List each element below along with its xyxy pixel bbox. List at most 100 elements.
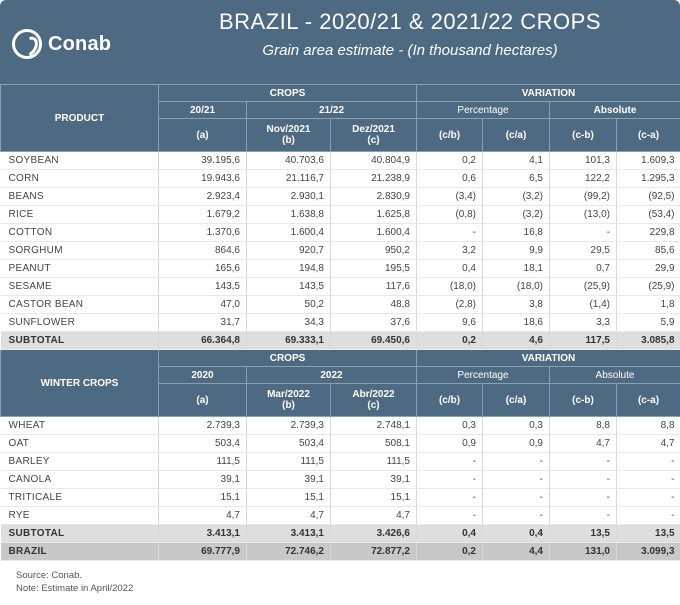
cell-a: 111,5	[158, 452, 247, 471]
cell-acb: -	[549, 223, 617, 242]
cell-b: 194,8	[246, 259, 331, 278]
table-row: RYE 4,7 4,7 4,7- - - -	[0, 506, 680, 525]
absolute-header: Absolute	[548, 101, 680, 119]
cell-pcb: -	[416, 488, 483, 507]
cell-pcb: 9,6	[416, 313, 483, 332]
winter-col-a-header: (a)	[158, 383, 247, 417]
table-row: CANOLA 39,1 39,1 39,1- - - -	[0, 470, 680, 489]
col-cma-header: (c-a)	[615, 118, 680, 152]
cell-b: 4,7	[246, 506, 331, 525]
col-cb-header: (c/b)	[416, 118, 483, 152]
cell-a: 69.777,9	[158, 542, 247, 561]
product-column-header: PRODUCT	[0, 84, 159, 152]
cell-acb: (99,2)	[549, 187, 617, 206]
summer-subtotal-row: SUBTOTAL 66.364,8 69.333,1 69.450,6 0,2 4,6 11…	[0, 331, 680, 350]
cell-a: 66.364,8	[158, 331, 247, 350]
cell-pca: 18,6	[482, 313, 550, 332]
estimate-note: Note: Estimate in April/2022	[16, 583, 134, 594]
cell-pcb: 0,4	[416, 259, 483, 278]
cell-name: BARLEY	[0, 452, 159, 471]
cell-pca: -	[482, 506, 550, 525]
winter-col-cmb-header: (c-b)	[549, 383, 617, 417]
cell-aca: 229,8	[615, 223, 680, 242]
cell-pcb: (18,0)	[416, 277, 483, 296]
cell-b: 69.333,1	[246, 331, 331, 350]
crops-group-header: CROPS	[158, 84, 417, 102]
cell-a: 2.923,4	[158, 187, 247, 206]
cell-b: 50,2	[246, 295, 331, 314]
cell-pca: 4,6	[482, 331, 550, 350]
cell-aca: -	[615, 488, 680, 507]
cell-a: 143,5	[158, 277, 247, 296]
season-a-header: 20/21	[158, 101, 247, 119]
table-row: CASTOR BEAN 47,0 50,2 48,8 (2,8) 3,8 (1,4) 1,8	[0, 295, 680, 314]
cell-name: SUNFLOWER	[0, 313, 159, 332]
cell-c: 37,6	[330, 313, 417, 332]
cell-acb: 117,5	[549, 331, 617, 350]
cell-pca: -	[482, 488, 550, 507]
winter-absolute-header: Absolute	[548, 366, 680, 384]
cell-pcb: -	[416, 452, 483, 471]
cell-name: COTTON	[0, 223, 159, 242]
cell-acb: 101,3	[549, 151, 617, 170]
cell-pca: 18,1	[482, 259, 550, 278]
cell-name: OAT	[0, 434, 159, 453]
cell-pcb: (3,4)	[416, 187, 483, 206]
col-b-header: Nov/2021 (b)	[246, 118, 331, 152]
cell-name: PEANUT	[0, 259, 159, 278]
table-row: BARLEY 111,5 111,5 111,5- - - -	[0, 452, 680, 471]
cell-pca: (3,2)	[482, 205, 550, 224]
cell-aca: 1,8	[615, 295, 680, 314]
cell-a: 864,6	[158, 241, 247, 260]
conab-logo-icon	[12, 29, 42, 59]
cell-acb: 13,5	[549, 524, 617, 543]
cell-aca: -	[615, 506, 680, 525]
cell-b: 21.116,7	[246, 169, 331, 188]
cell-name: SUBTOTAL	[0, 524, 159, 543]
cell-b: 1.638,8	[246, 205, 331, 224]
cell-c: 39,1	[330, 470, 417, 489]
cell-c: 2.748,1	[330, 416, 417, 435]
cell-b: 2.930,1	[246, 187, 331, 206]
cell-a: 31,7	[158, 313, 247, 332]
summer-header: PRODUCT CROPS VARIATION 20/21 21/22 Perc…	[0, 84, 680, 152]
winter-product-header: WINTER CROPS	[0, 349, 159, 417]
cell-aca: 3.085,8	[615, 331, 680, 350]
cell-a: 503,4	[158, 434, 247, 453]
brazil-total-row: BRAZIL 69.777,9 72.746,2 72.877,2 0,2 4,4 131,…	[0, 542, 680, 561]
cell-a: 39,1	[158, 470, 247, 489]
cell-name: SUBTOTAL	[0, 331, 159, 350]
cell-a: 2.739,3	[158, 416, 247, 435]
cell-c: 15,1	[330, 488, 417, 507]
cell-pcb: (2,8)	[416, 295, 483, 314]
report-banner: Conab BRAZIL - 2020/21 & 2021/22 CROPS G…	[0, 0, 680, 84]
cell-pcb: 0,2	[416, 331, 483, 350]
cell-acb: 29,5	[549, 241, 617, 260]
cell-name: WHEAT	[0, 416, 159, 435]
cell-a: 1.679,2	[158, 205, 247, 224]
cell-c: 69.450,6	[330, 331, 417, 350]
cell-b: 3.413,1	[246, 524, 331, 543]
cell-pcb: 0,9	[416, 434, 483, 453]
cell-c: 1.600,4	[330, 223, 417, 242]
cell-pcb: -	[416, 223, 483, 242]
cell-acb: -	[549, 452, 617, 471]
cell-acb: -	[549, 470, 617, 489]
table-row: WHEAT 2.739,3 2.739,3 2.748,1 0,3 0,3 8,8 8,8	[0, 416, 680, 435]
cell-pcb: (0,8)	[416, 205, 483, 224]
source-note: Source: Conab.	[16, 570, 83, 581]
cell-a: 15,1	[158, 488, 247, 507]
cell-name: TRITICALE	[0, 488, 159, 507]
cell-aca: -	[615, 452, 680, 471]
cell-pca: 4,4	[482, 542, 550, 561]
report-title: BRAZIL - 2020/21 & 2021/22 CROPS	[218, 9, 602, 34]
winter-crops-body: WHEAT 2.739,3 2.739,3 2.748,1 0,3 0,3 8,8 8,8 OA…	[0, 416, 680, 561]
cell-aca: (25,9)	[615, 277, 680, 296]
table-row: TRITICALE 15,1 15,1 15,1- - - -	[0, 488, 680, 507]
cell-b: 1.600,4	[246, 223, 331, 242]
cell-pca: 6,5	[482, 169, 550, 188]
cell-pca: -	[482, 452, 550, 471]
cell-b: 111,5	[246, 452, 331, 471]
cell-acb: -	[549, 506, 617, 525]
winter-col-cma-header: (c-a)	[615, 383, 680, 417]
